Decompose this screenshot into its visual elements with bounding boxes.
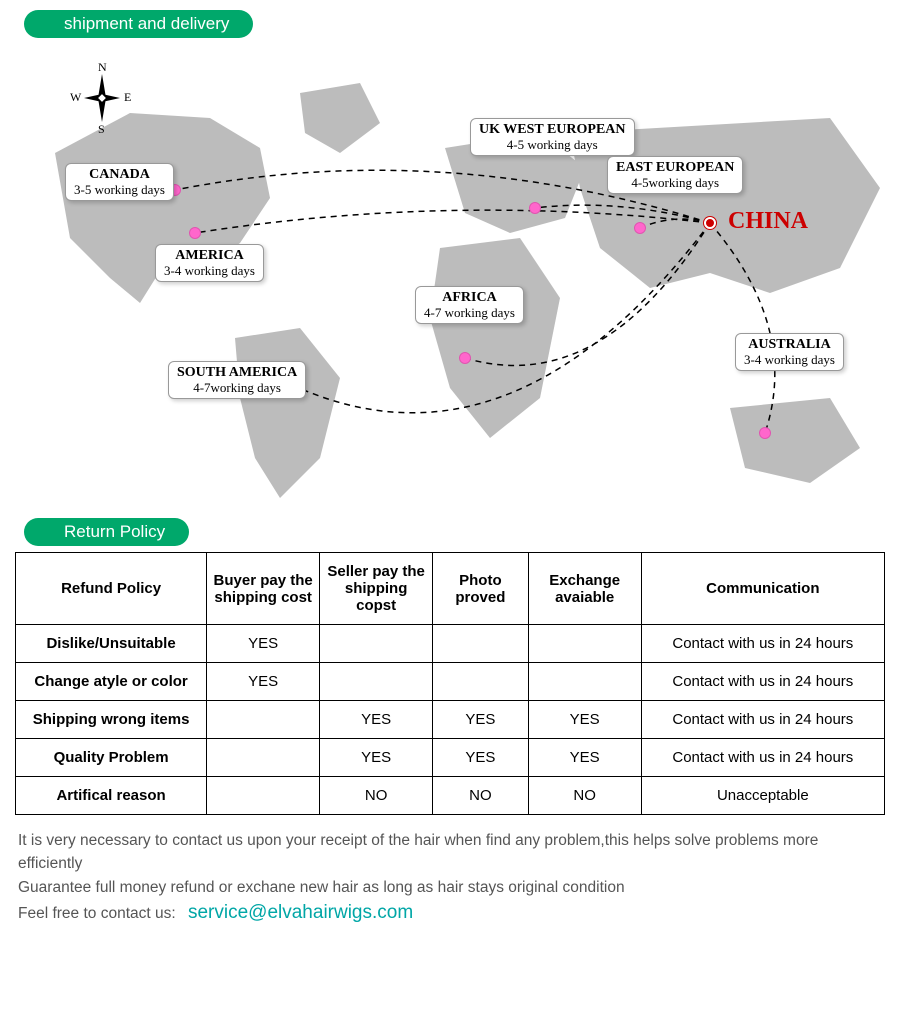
shipment-header-text: shipment and delivery (64, 14, 229, 33)
table-row: Change atyle or colorYES Contact with us … (16, 663, 885, 701)
table-cell (207, 739, 320, 777)
return-policy-header-text: Return Policy (64, 522, 165, 541)
dest-dot-east-eu (634, 222, 646, 234)
dest-callout-australia: AUSTRALIA3-4 working days (735, 333, 844, 371)
dest-title-east-eu: EAST EUROPEAN (616, 161, 734, 176)
table-cell: Artifical reason (16, 777, 207, 815)
table-cell: Contact with us in 24 hours (641, 739, 884, 777)
origin-dot-china (704, 217, 716, 229)
table-cell: YES (433, 739, 529, 777)
policy-notes: It is very necessary to contact us upon … (18, 829, 882, 927)
dest-days-canada: 3-5 working days (74, 183, 165, 197)
table-row: Quality ProblemYESYESYESContact with us … (16, 739, 885, 777)
dest-callout-uk-west-eu: UK WEST EUROPEAN4-5 working days (470, 118, 635, 156)
contact-email[interactable]: service@elvahairwigs.com (188, 902, 413, 923)
table-cell: YES (528, 701, 641, 739)
table-cell: NO (433, 777, 529, 815)
note-line-2: Guarantee full money refund or exchane n… (18, 876, 882, 899)
dest-days-uk-west-eu: 4-5 working days (479, 138, 626, 152)
table-cell: YES (528, 739, 641, 777)
table-cell: Change atyle or color (16, 663, 207, 701)
refund-table: Refund PolicyBuyer pay the shipping cost… (15, 552, 885, 815)
table-cell: NO (528, 777, 641, 815)
table-cell: Dislike/Unsuitable (16, 625, 207, 663)
dest-callout-america: AMERICA3-4 working days (155, 244, 264, 282)
table-cell (528, 663, 641, 701)
dest-days-africa: 4-7 working days (424, 306, 515, 320)
table-row: Shipping wrong itemsYESYESYESContact wit… (16, 701, 885, 739)
table-cell: Unacceptable (641, 777, 884, 815)
table-cell: Contact with us in 24 hours (641, 663, 884, 701)
table-cell: YES (320, 701, 433, 739)
table-header: Photo proved (433, 553, 529, 625)
table-cell (207, 701, 320, 739)
shipment-header: shipment and delivery (24, 10, 253, 38)
dest-callout-south-america: SOUTH AMERICA4-7working days (168, 361, 306, 399)
table-cell (207, 777, 320, 815)
table-cell: NO (320, 777, 433, 815)
dest-callout-canada: CANADA3-5 working days (65, 163, 174, 201)
table-row: Artifical reasonNONONOUnacceptable (16, 777, 885, 815)
table-cell (320, 663, 433, 701)
table-cell: Shipping wrong items (16, 701, 207, 739)
table-cell: Contact with us in 24 hours (641, 625, 884, 663)
table-cell: Quality Problem (16, 739, 207, 777)
dest-title-africa: AFRICA (424, 291, 515, 306)
dest-dot-uk-west-eu (529, 202, 541, 214)
table-cell: YES (320, 739, 433, 777)
table-header: Exchange avaiable (528, 553, 641, 625)
dest-days-east-eu: 4-5working days (616, 176, 734, 190)
table-header: Communication (641, 553, 884, 625)
dest-callout-east-eu: EAST EUROPEAN4-5working days (607, 156, 743, 194)
compass-n: N (98, 60, 107, 75)
table-header: Buyer pay the shipping cost (207, 553, 320, 625)
table-cell (433, 663, 529, 701)
dest-days-australia: 3-4 working days (744, 353, 835, 367)
dest-title-uk-west-eu: UK WEST EUROPEAN (479, 123, 626, 138)
world-map: N E S W CHINA CANADA3-5 working days AMER… (10, 38, 890, 518)
dest-dot-america (189, 227, 201, 239)
table-header: Refund Policy (16, 553, 207, 625)
map-svg (10, 38, 890, 518)
table-cell (433, 625, 529, 663)
table-cell: YES (207, 663, 320, 701)
note-line-3: Feel free to contact us: service@elvahai… (18, 899, 882, 928)
dest-dot-africa (459, 352, 471, 364)
table-header: Seller pay the shipping copst (320, 553, 433, 625)
dest-dot-australia (759, 427, 771, 439)
note-line-1: It is very necessary to contact us upon … (18, 829, 882, 876)
dest-days-america: 3-4 working days (164, 264, 255, 278)
dest-title-south-america: SOUTH AMERICA (177, 366, 297, 381)
compass-e: E (124, 90, 131, 105)
compass-w: W (70, 90, 81, 105)
table-cell: YES (433, 701, 529, 739)
table-cell (528, 625, 641, 663)
dest-title-america: AMERICA (164, 249, 255, 264)
table-row: Dislike/UnsuitableYES Contact with us in … (16, 625, 885, 663)
return-policy-header: Return Policy (24, 518, 189, 546)
dest-days-south-america: 4-7working days (177, 381, 297, 395)
table-cell: YES (207, 625, 320, 663)
dest-callout-africa: AFRICA4-7 working days (415, 286, 524, 324)
dest-title-canada: CANADA (74, 168, 165, 183)
compass-s: S (98, 122, 105, 137)
origin-label-china: CHINA (728, 208, 808, 235)
table-cell (320, 625, 433, 663)
dest-title-australia: AUSTRALIA (744, 338, 835, 353)
table-cell: Contact with us in 24 hours (641, 701, 884, 739)
note-line-3-prefix: Feel free to contact us: (18, 905, 176, 922)
